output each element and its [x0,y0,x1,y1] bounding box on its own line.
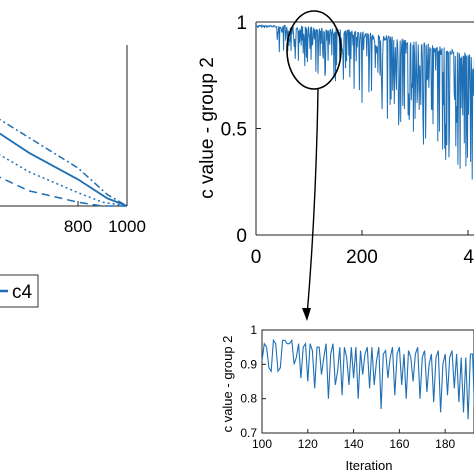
inset-panel: 100 120 140 160 180 0.7 0.8 0.9 1 c value - grou… [220,323,474,473]
zoom-arrow-head [302,308,311,321]
main-x-tick-label: 200 [346,247,378,268]
inset-y-tick-label: 0.9 [240,357,257,371]
inset-ticks: 100 120 140 160 180 0.7 0.8 0.9 1 [240,323,455,451]
inset-frame [261,329,474,434]
inset-line [261,338,474,420]
left-ticks: 800 1000 [64,201,146,236]
main-series [255,23,474,180]
inset-x-tick-label: 140 [344,437,364,451]
inset-x-tick-label: 160 [389,437,409,451]
inset-series [261,338,474,420]
inset-x-tick-label: 180 [435,437,455,451]
legend: c4 [0,274,39,308]
left-series-0 [0,132,128,207]
main-panel: 02004000.51 c value - group 2 [197,10,474,321]
left-curves [0,118,128,207]
inset-x-label: Iteration [346,458,393,473]
main-x-tick-label: 0 [251,247,262,268]
left-panel: 800 1000 [0,45,146,236]
inset-y-tick-label: 0.7 [240,426,257,440]
inset-y-tick-label: 1 [250,323,257,337]
main-y-tick-label: 0 [236,226,247,247]
left-series-1 [0,118,128,207]
main-y-label: c value - group 2 [197,57,218,199]
inset-y-label: c value - group 2 [220,336,235,433]
main-y-tick-label: 1 [236,13,247,34]
left-x-tick-label: 1000 [108,217,146,236]
main-x-tick-label: 40 [463,247,474,268]
zoom-arrow [306,88,319,317]
inset-x-tick-label: 120 [298,437,318,451]
left-series-3 [0,176,127,207]
zoom-ellipse [286,10,342,90]
main-ticks: 02004000.51 [221,13,474,268]
left-x-tick-label: 800 [64,217,92,236]
main-line [255,23,474,180]
legend-label-c4: c4 [12,282,33,303]
left-series-2 [0,154,128,207]
main-y-tick-label: 0.5 [221,120,247,141]
inset-y-tick-label: 0.8 [240,392,257,406]
inset-x-tick-label: 100 [252,437,272,451]
